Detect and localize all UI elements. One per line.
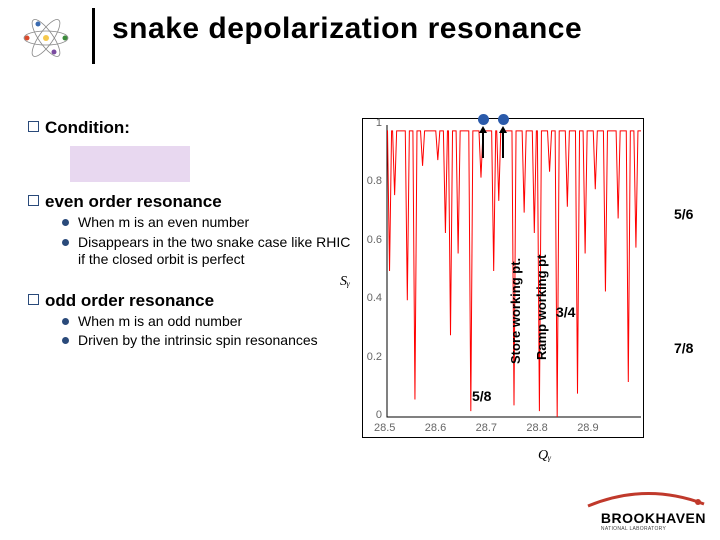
y-tick: 0.2 xyxy=(352,351,382,363)
fraction-label: 3/4 xyxy=(556,304,575,320)
fraction-label: 5/6 xyxy=(674,206,693,222)
y-axis-label: Sᵧ xyxy=(340,274,350,290)
bullet-odd: odd order resonance When m is an odd num… xyxy=(28,291,358,350)
working-pt-dot xyxy=(498,114,509,125)
header-divider xyxy=(92,8,95,64)
chart-region: 00.20.40.60.81 28.528.628.728.828.9 Sᵧ Q… xyxy=(362,118,694,448)
x-tick: 28.5 xyxy=(374,422,395,434)
x-tick: 28.9 xyxy=(577,422,598,434)
chart-svg xyxy=(363,119,645,439)
y-tick: 0 xyxy=(352,409,382,421)
equation-placeholder xyxy=(70,146,190,182)
y-tick: 0.8 xyxy=(352,175,382,187)
page-title: snake depolarization resonance xyxy=(112,12,582,46)
working-pt-dot xyxy=(478,114,489,125)
bullet-even: even order resonance When m is an even n… xyxy=(28,192,358,269)
logo-text: BROOKHAVEN xyxy=(601,510,706,526)
x-tick: 28.8 xyxy=(526,422,547,434)
bullet-odd-label: odd order resonance xyxy=(45,291,214,310)
bullet-square-icon xyxy=(28,195,39,206)
list-item: When m is an odd number xyxy=(62,313,358,331)
logo-subtext: NATIONAL LABORATORY xyxy=(601,526,706,532)
y-tick: 0.6 xyxy=(352,234,382,246)
fraction-label: 5/8 xyxy=(472,388,491,404)
y-tick: 1 xyxy=(352,117,382,129)
brookhaven-logo: BROOKHAVEN NATIONAL LABORATORY xyxy=(601,510,706,532)
resonance-chart xyxy=(362,118,644,438)
fraction-label: 7/8 xyxy=(674,340,693,356)
bullet-condition-label: Condition: xyxy=(45,118,130,137)
atom-icon xyxy=(18,18,74,58)
x-axis-label: Qᵧ xyxy=(538,448,551,464)
bullet-condition: Condition: xyxy=(28,118,358,138)
bullet-square-icon xyxy=(28,294,39,305)
bullet-square-icon xyxy=(28,121,39,132)
bullet-even-label: even order resonance xyxy=(45,192,222,211)
ramp-working-pt-label: Ramp working pt xyxy=(534,255,549,360)
y-tick: 0.4 xyxy=(352,292,382,304)
x-tick: 28.7 xyxy=(476,422,497,434)
x-tick: 28.6 xyxy=(425,422,446,434)
list-item: Driven by the intrinsic spin resonances xyxy=(62,332,358,350)
list-item: Disappears in the two snake case like RH… xyxy=(62,234,358,269)
store-working-pt-label: Store working pt. xyxy=(508,258,523,364)
list-item: When m is an even number xyxy=(62,214,358,232)
text-column: Condition: even order resonance When m i… xyxy=(28,118,358,358)
